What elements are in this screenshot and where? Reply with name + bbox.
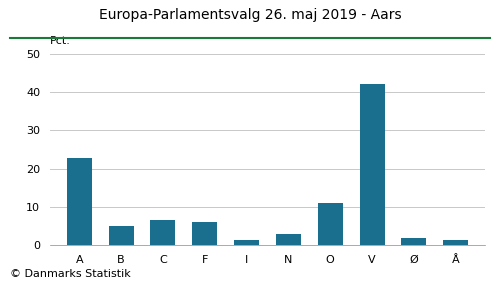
Bar — [402, 238, 426, 245]
Bar — [360, 84, 384, 245]
Bar — [318, 203, 343, 245]
Bar — [192, 222, 218, 245]
Bar — [108, 226, 134, 245]
Bar — [150, 221, 176, 245]
Text: Europa-Parlamentsvalg 26. maj 2019 - Aars: Europa-Parlamentsvalg 26. maj 2019 - Aar… — [98, 8, 402, 23]
Bar — [276, 234, 301, 245]
Bar — [443, 240, 468, 245]
Bar — [66, 158, 92, 245]
Bar — [234, 240, 259, 245]
Text: © Danmarks Statistik: © Danmarks Statistik — [10, 269, 131, 279]
Text: Pct.: Pct. — [50, 36, 71, 46]
